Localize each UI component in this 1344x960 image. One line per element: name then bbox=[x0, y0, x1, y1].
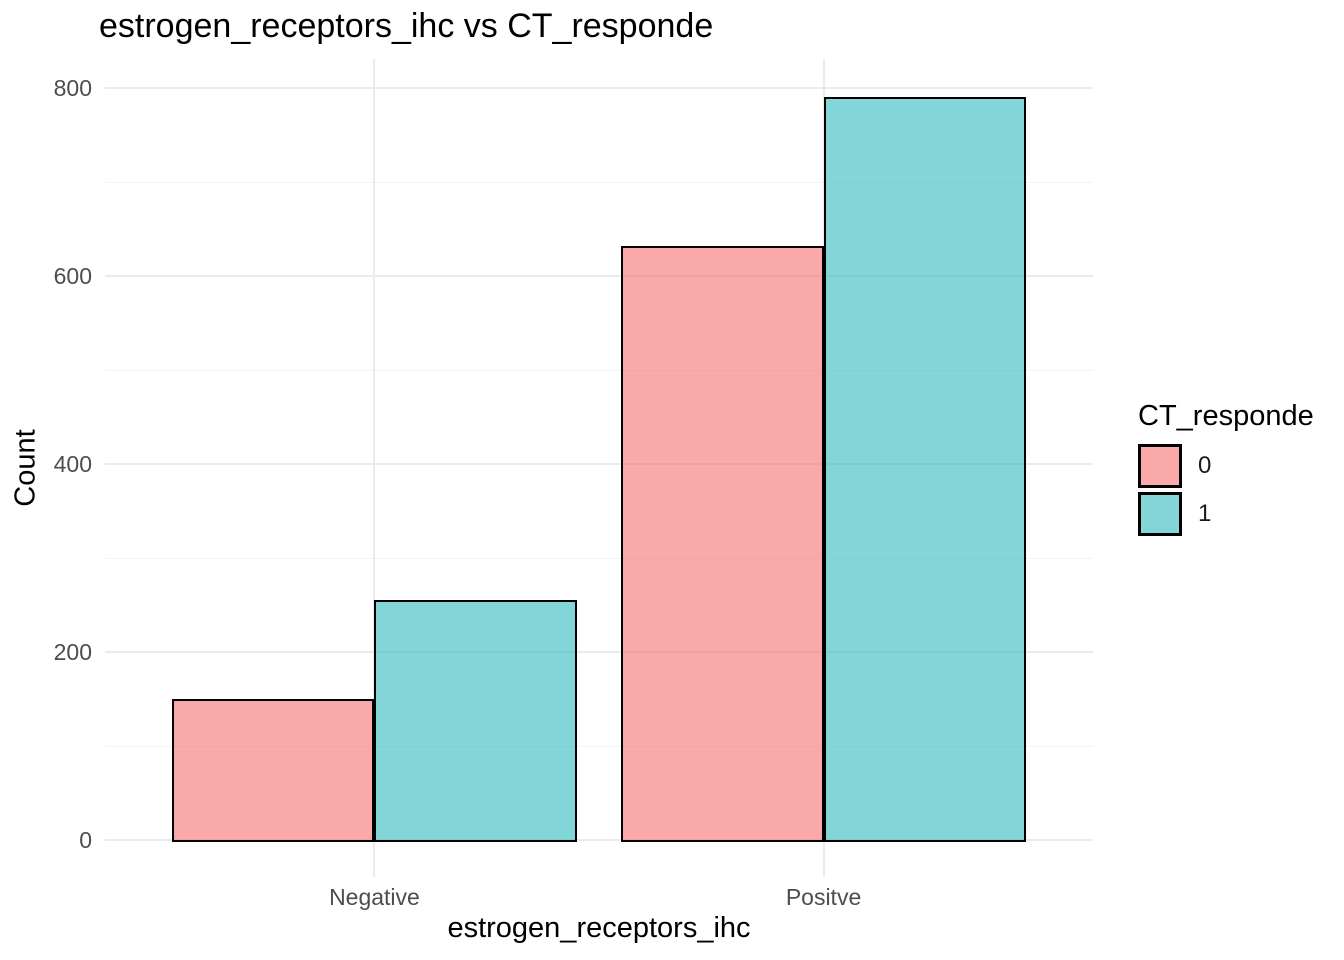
legend-key-label: 0 bbox=[1198, 452, 1212, 479]
bar-positve-series-0 bbox=[621, 245, 824, 842]
gridline-vertical bbox=[373, 59, 376, 877]
legend-item: 1 bbox=[1138, 492, 1314, 536]
bar-negative-series-0 bbox=[172, 699, 375, 842]
bar-negative-series-1 bbox=[374, 600, 577, 842]
gridline-major bbox=[105, 87, 1093, 89]
gridline-major bbox=[105, 839, 1093, 841]
bar-positve-series-1 bbox=[823, 97, 1026, 842]
chart-title: estrogen_receptors_ihc vs CT_responde bbox=[99, 7, 714, 45]
y-axis-title: Count bbox=[9, 429, 42, 507]
x-axis-title: estrogen_receptors_ihc bbox=[447, 912, 751, 944]
gridline-major bbox=[105, 463, 1093, 465]
legend-key-label: 1 bbox=[1198, 500, 1212, 527]
x-tick-label: Negative bbox=[329, 884, 420, 910]
gridline-major bbox=[105, 651, 1093, 653]
gridline-minor bbox=[105, 557, 1093, 559]
y-tick-label: 800 bbox=[53, 75, 92, 101]
x-tick-label: Positve bbox=[785, 884, 862, 910]
legend-key-swatch-0 bbox=[1138, 444, 1182, 488]
y-tick-label: 600 bbox=[53, 263, 92, 289]
plot-panel bbox=[105, 59, 1093, 877]
y-tick-label: 0 bbox=[79, 827, 92, 853]
gridline-minor bbox=[105, 181, 1093, 183]
gridline-major bbox=[105, 275, 1093, 277]
legend-title: CT_responde bbox=[1138, 400, 1314, 432]
y-tick-label: 400 bbox=[53, 451, 92, 477]
y-tick-label: 200 bbox=[53, 639, 92, 665]
gridline-minor bbox=[105, 369, 1093, 371]
gridline-minor bbox=[105, 745, 1093, 747]
legend-key-swatch-1 bbox=[1138, 492, 1182, 536]
legend-item: 0 bbox=[1138, 444, 1314, 488]
